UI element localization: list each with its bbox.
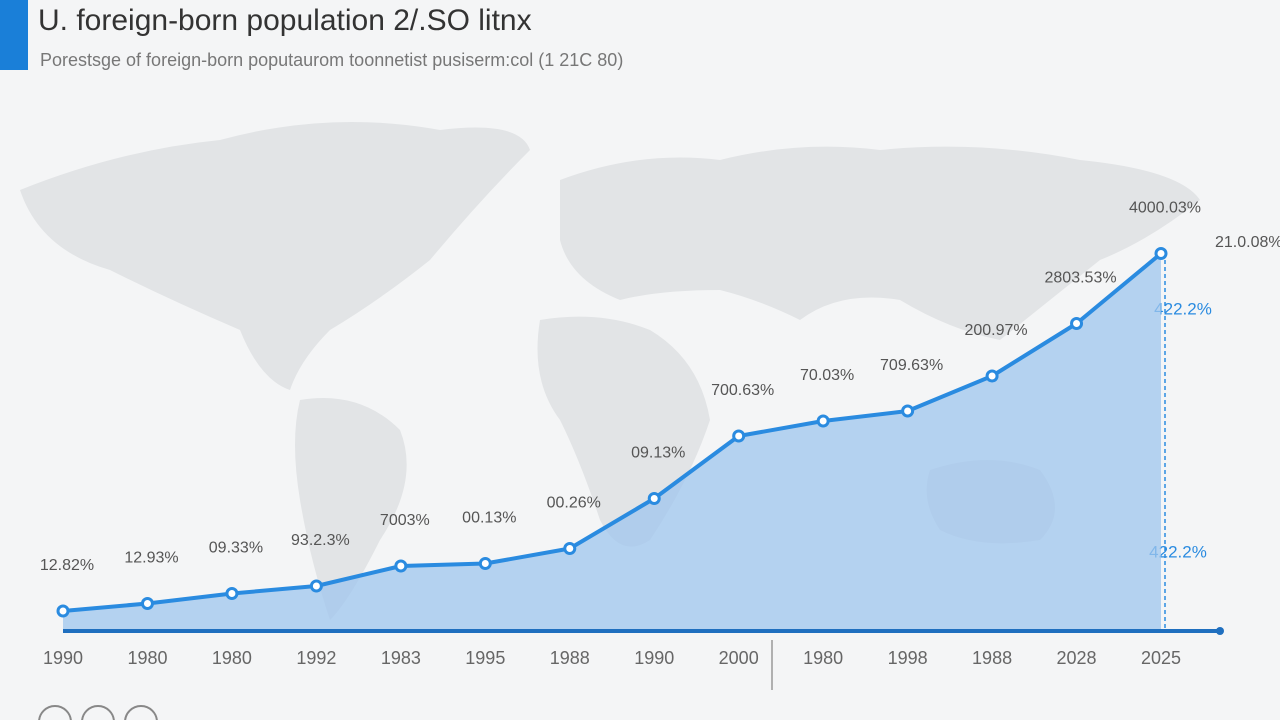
data-label: 09.13% (631, 445, 685, 462)
data-label: 09.33% (209, 540, 263, 557)
x-tick-label: 1983 (381, 648, 421, 668)
x-tick-label: 2028 (1057, 648, 1097, 668)
data-label: 709.63% (880, 357, 943, 374)
point (56, 604, 70, 618)
annotation: 422.2% (1154, 299, 1212, 318)
point (478, 557, 492, 570)
data-label: 2803.53% (1045, 270, 1117, 287)
point (985, 369, 999, 383)
point (1070, 317, 1084, 330)
data-label: 4000.03% (1129, 200, 1201, 217)
title-accent (0, 0, 28, 70)
data-label: 200.97% (964, 322, 1027, 339)
annotation: 422.2% (1149, 542, 1207, 561)
chart-subtitle: Porestsge of foreign-born poputaurom too… (40, 50, 623, 70)
x-tick-label: 1980 (803, 648, 843, 668)
point (309, 579, 323, 593)
data-label: 12.82% (40, 557, 94, 574)
data-label: 12.93% (124, 550, 178, 567)
x-tick-label: 1988 (550, 648, 590, 668)
point (816, 414, 830, 428)
x-tick-label: 1988 (972, 648, 1012, 668)
x-tick-label: 1980 (127, 648, 167, 668)
x-tick-label: 1992 (296, 648, 336, 668)
annotation: 21.0.08% (1215, 234, 1280, 251)
data-label: 700.63% (711, 382, 774, 399)
chart-title: U. foreign-born population 2/.SO litnx (38, 4, 532, 37)
line (62, 251, 1163, 613)
point (647, 492, 661, 505)
point (732, 429, 746, 443)
x-tick-label: 2000 (719, 648, 759, 668)
x-tick-label: 1990 (634, 648, 674, 668)
footer-icons (38, 705, 158, 720)
data-label: 00.26% (547, 495, 601, 512)
x-tick-label: 1990 (43, 648, 83, 668)
axis-end (1216, 627, 1224, 635)
point (901, 404, 915, 418)
x-tick-label: 2025 (1141, 648, 1181, 668)
x-tick-label: 1980 (212, 648, 252, 668)
area (63, 253, 1161, 631)
x-tick-label: 1998 (888, 648, 928, 668)
data-label: 00.13% (462, 510, 516, 527)
point (563, 542, 577, 555)
point (225, 587, 239, 600)
data-label: 93.2.3% (291, 532, 350, 549)
point (394, 559, 408, 573)
point (1154, 247, 1168, 260)
data-label: 7003% (380, 512, 430, 529)
point (140, 597, 154, 610)
x-tick-label: 1995 (465, 648, 505, 668)
data-label: 70.03% (800, 367, 854, 384)
